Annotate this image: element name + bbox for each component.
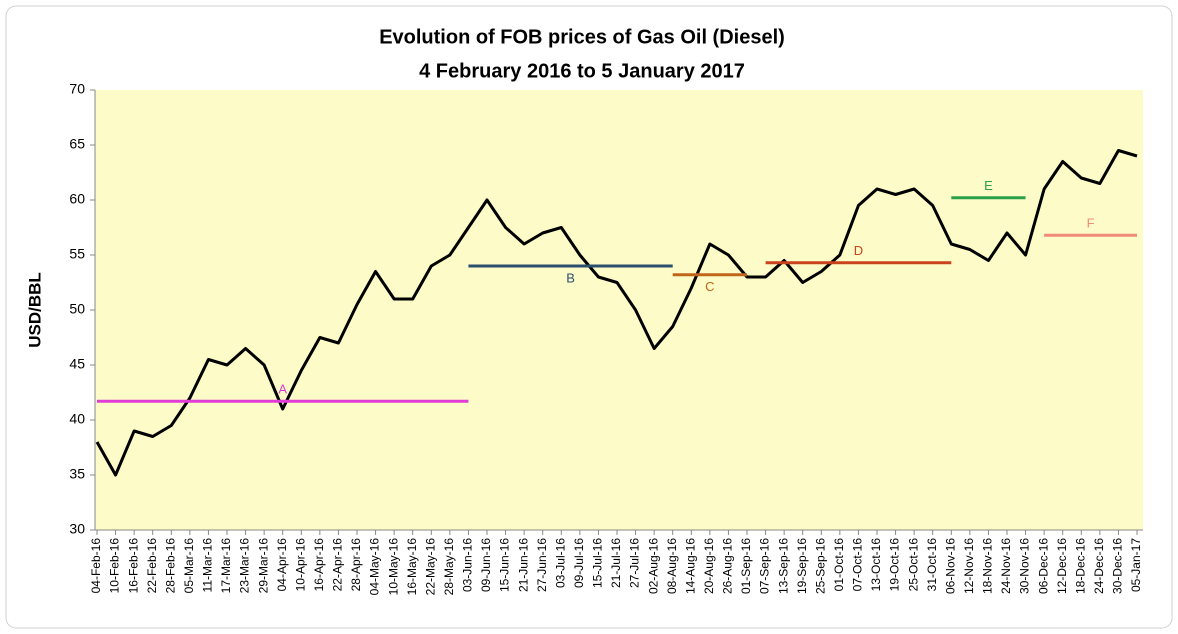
x-tick-label: 21-Jul-16 xyxy=(609,538,623,588)
x-tick-label: 12-Nov-16 xyxy=(962,538,976,594)
x-tick-label: 28-May-16 xyxy=(442,538,456,596)
y-tick-label: 55 xyxy=(69,246,85,262)
x-tick-label: 30-Nov-16 xyxy=(1018,538,1032,594)
x-tick-label: 10-May-16 xyxy=(386,538,400,596)
y-tick-label: 40 xyxy=(69,411,85,427)
x-tick-label: 14-Aug-16 xyxy=(683,538,697,594)
x-tick-label: 01-Sep-16 xyxy=(739,538,753,594)
x-tick-label: 16-May-16 xyxy=(405,538,419,596)
x-tick-label: 09-Jun-16 xyxy=(479,538,493,592)
x-tick-label: 28-Apr-16 xyxy=(349,538,363,592)
x-tick-label: 26-Aug-16 xyxy=(721,538,735,594)
x-tick-label: 13-Sep-16 xyxy=(776,538,790,594)
x-tick-label: 16-Apr-16 xyxy=(312,538,326,592)
x-tick-label: 29-Mar-16 xyxy=(256,538,270,594)
x-tick-label: 24-Nov-16 xyxy=(999,538,1013,594)
x-tick-label: 04-Apr-16 xyxy=(275,538,289,592)
segment-label: D xyxy=(854,243,863,258)
x-tick-label: 25-Oct-16 xyxy=(906,538,920,592)
y-tick-label: 35 xyxy=(69,466,85,482)
x-tick-label: 04-May-16 xyxy=(368,538,382,596)
x-tick-label: 04-Feb-16 xyxy=(89,538,103,594)
x-tick-label: 23-Mar-16 xyxy=(238,538,252,594)
x-tick-label: 27-Jun-16 xyxy=(535,538,549,592)
y-tick-label: 65 xyxy=(69,136,85,152)
x-tick-label: 02-Aug-16 xyxy=(646,538,660,594)
x-tick-label: 12-Dec-16 xyxy=(1055,538,1069,594)
y-tick-label: 50 xyxy=(69,301,85,317)
x-tick-label: 31-Oct-16 xyxy=(925,538,939,592)
x-tick-label: 22-Feb-16 xyxy=(145,538,159,594)
x-tick-label: 05-Jan-17 xyxy=(1129,538,1143,592)
x-tick-label: 19-Sep-16 xyxy=(795,538,809,594)
x-tick-label: 25-Sep-16 xyxy=(813,538,827,594)
y-tick-label: 70 xyxy=(69,81,85,97)
x-tick-label: 15-Jun-16 xyxy=(498,538,512,592)
x-tick-label: 05-Mar-16 xyxy=(182,538,196,594)
x-tick-label: 15-Jul-16 xyxy=(591,538,605,588)
chart-title: Evolution of FOB prices of Gas Oil (Dies… xyxy=(379,26,785,48)
y-tick-label: 60 xyxy=(69,191,85,207)
x-tick-label: 06-Nov-16 xyxy=(943,538,957,594)
x-tick-label: 06-Dec-16 xyxy=(1036,538,1050,594)
segment-label: B xyxy=(566,270,575,285)
x-tick-label: 18-Nov-16 xyxy=(981,538,995,594)
x-tick-label: 30-Dec-16 xyxy=(1111,538,1125,594)
x-tick-label: 27-Jul-16 xyxy=(628,538,642,588)
y-axis-label: USD/BBL xyxy=(25,272,44,348)
x-tick-label: 16-Feb-16 xyxy=(126,538,140,594)
x-tick-label: 07-Sep-16 xyxy=(758,538,772,594)
x-tick-label: 07-Oct-16 xyxy=(851,538,865,592)
x-tick-label: 09-Jul-16 xyxy=(572,538,586,588)
price-line xyxy=(95,149,1138,477)
x-tick-label: 01-Oct-16 xyxy=(832,538,846,592)
x-tick-label: 08-Aug-16 xyxy=(665,538,679,594)
x-tick-label: 18-Dec-16 xyxy=(1073,538,1087,594)
x-tick-label: 11-Mar-16 xyxy=(201,538,215,593)
segment-label: C xyxy=(705,279,714,294)
x-tick-label: 10-Apr-16 xyxy=(293,538,307,592)
x-tick-label: 22-May-16 xyxy=(423,538,437,596)
x-tick-label: 21-Jun-16 xyxy=(516,538,530,592)
y-tick-label: 45 xyxy=(69,356,85,372)
plot-area xyxy=(95,90,1143,530)
x-tick-label: 10-Feb-16 xyxy=(108,538,122,594)
segment-label: A xyxy=(278,382,287,397)
x-tick-label: 03-Jul-16 xyxy=(553,538,567,588)
x-tick-label: 13-Oct-16 xyxy=(869,538,883,592)
x-tick-label: 19-Oct-16 xyxy=(888,538,902,592)
segment-label: F xyxy=(1087,216,1095,231)
x-tick-label: 03-Jun-16 xyxy=(461,538,475,592)
x-tick-label: 17-Mar-16 xyxy=(219,538,233,594)
x-tick-label: 20-Aug-16 xyxy=(702,538,716,594)
x-tick-label: 22-Apr-16 xyxy=(331,538,345,592)
segment-label: E xyxy=(984,178,993,193)
x-tick-label: 24-Dec-16 xyxy=(1092,538,1106,594)
chart-subtitle: 4 February 2016 to 5 January 2017 xyxy=(419,60,745,82)
x-tick-label: 28-Feb-16 xyxy=(163,538,177,594)
y-tick-label: 30 xyxy=(69,521,85,537)
